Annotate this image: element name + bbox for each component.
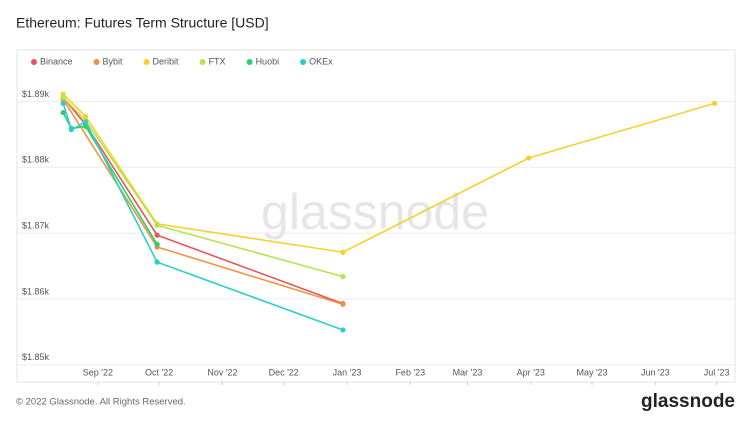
- x-tick-label: Dec '22: [269, 367, 299, 377]
- data-point: [60, 94, 66, 101]
- legend: Binance Bybit Deribit FTX Huobi OKEx: [31, 56, 333, 66]
- legend-swatch: [246, 59, 253, 65]
- x-tick-label: Sep '22: [83, 367, 113, 377]
- brand-logo: glassnode: [641, 391, 735, 412]
- x-tick-label: May '23: [576, 367, 607, 377]
- data-point: [340, 274, 346, 280]
- x-tick-label: Mar '23: [453, 367, 483, 377]
- legend-label: Bybit: [103, 56, 124, 66]
- y-tick-label: $1.89k: [22, 89, 50, 99]
- legend-swatch: [143, 59, 150, 65]
- legend-label: Binance: [40, 56, 73, 66]
- x-tick-label: Oct '22: [145, 367, 173, 377]
- footer: © 2022 Glassnode. All Rights Reserved.: [16, 397, 186, 408]
- data-point: [60, 109, 66, 116]
- x-tick-label: Feb '23: [395, 367, 425, 377]
- data-point: [340, 301, 346, 307]
- legend-swatch: [300, 59, 307, 65]
- series-line: [62, 96, 344, 278]
- data-point: [68, 127, 74, 133]
- plot-frame: [16, 49, 736, 383]
- series-line: [62, 112, 158, 245]
- data-point: [526, 155, 532, 161]
- data-point: [154, 222, 160, 228]
- legend-swatch: [31, 59, 37, 65]
- legend-label: Huobi: [256, 56, 280, 66]
- y-tick-label: $1.87k: [22, 221, 50, 231]
- data-point: [154, 259, 160, 265]
- y-tick-label: $1.86k: [22, 286, 50, 296]
- y-tick-label: $1.88k: [22, 155, 50, 165]
- y-tick-label: $1.85k: [22, 352, 50, 362]
- x-tick-label: Nov '22: [207, 367, 237, 377]
- data-point: [83, 119, 89, 125]
- watermark: glassnode: [261, 184, 489, 240]
- series-line: [62, 96, 344, 305]
- data-point: [340, 249, 346, 255]
- data-point: [154, 241, 160, 247]
- legend-label: FTX: [209, 56, 226, 66]
- chart-title: Ethereum: Futures Term Structure [USD]: [16, 15, 269, 31]
- data-point: [154, 232, 160, 238]
- legend-label: Deribit: [153, 56, 180, 66]
- legend-swatch: [93, 59, 100, 65]
- legend-swatch: [199, 59, 206, 65]
- x-tick-label: Apr '23: [517, 367, 545, 377]
- data-point: [711, 100, 718, 106]
- data-point: [340, 327, 346, 333]
- data-point: [83, 113, 89, 120]
- x-tick-label: Jan '23: [333, 367, 362, 377]
- x-tick-label: Jun '23: [641, 367, 670, 377]
- series-line: [62, 93, 715, 254]
- data-point: [60, 100, 66, 106]
- x-tick-label: Jul '23: [704, 367, 730, 377]
- legend-label: OKEx: [309, 56, 333, 66]
